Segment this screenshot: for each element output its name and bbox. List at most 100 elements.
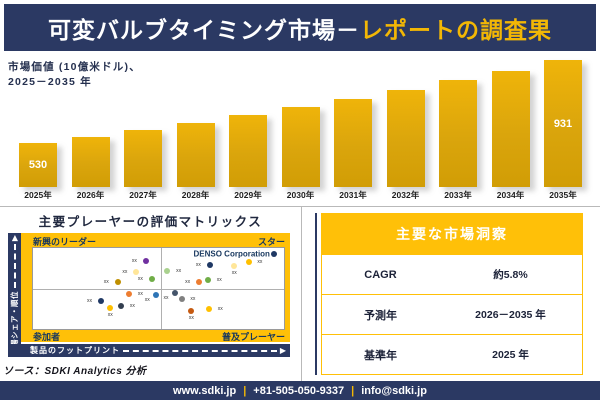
scatter-dot-label: xx <box>217 306 223 313</box>
bar-value-label: 931 <box>553 117 573 130</box>
quadrant-label-stars: スター <box>257 237 285 247</box>
insights-row-label: CAGR <box>364 268 397 281</box>
scatter-dot <box>245 258 252 265</box>
matrix-x-axis: 製品のフットプリント ▶ <box>8 344 290 357</box>
section-divider-vertical <box>301 206 302 381</box>
scatter-dot-label: xx <box>107 312 113 319</box>
x-tick-label: 2027年 <box>129 190 157 200</box>
bar-2025年: 530 <box>19 143 57 187</box>
scatter-dot <box>152 291 159 298</box>
matrix-y-axis-bar <box>8 233 21 357</box>
scatter-dot <box>205 306 212 313</box>
insights-panel: 主要な市場洞察 CAGR 約5.8% 予測年 2026－2035 年 基準年 2… <box>321 213 583 375</box>
scatter-dot-label: xx <box>188 315 194 322</box>
scatter-dot-label: xx <box>163 295 169 302</box>
quadrant-label-emerging-leaders: 新興のリーダー <box>33 237 97 247</box>
scatter-dot <box>126 291 133 298</box>
title-banner: 可変バルブタイミング市場－レポートの調査果 <box>4 4 596 51</box>
bar-2028年 <box>176 123 215 187</box>
scatter-dot-label: xx <box>137 291 143 298</box>
x-tick-label: 2030年 <box>286 190 315 200</box>
x-tick-label: 2031年 <box>339 190 367 200</box>
scatter-dot <box>204 277 211 284</box>
matrix-y-axis: 市場シェア・順位 ▶ <box>8 233 21 357</box>
scatter-dot-label: xx <box>86 297 92 304</box>
bar-2035年: 931 <box>544 60 582 187</box>
x-tick-label: 2033年 <box>444 190 472 200</box>
insights-row-base-year: 基準年 2025 年 <box>322 334 582 374</box>
x-tick-label: 2029年 <box>234 190 262 200</box>
bar-2032年 <box>386 90 425 187</box>
scatter-dot-label: xx <box>144 297 150 304</box>
bar-2027年 <box>124 130 162 187</box>
page-title-main: 可変バルブタイミング市場－ <box>48 16 360 43</box>
scatter-dot-label: xx <box>122 269 128 276</box>
bar-value-label: 530 <box>28 159 48 171</box>
matrix-x-axis-label: 製品のフットプリント <box>30 346 120 355</box>
chart-axis-caption: 市場価値 (10億米ドル)、 2025－2035 年 <box>8 60 141 90</box>
scatter-dot <box>118 302 125 309</box>
quadrant-divider-horizontal <box>33 289 284 291</box>
scatter-dot-label: xx <box>257 258 263 265</box>
insights-row-label: 基準年 <box>364 349 397 362</box>
x-axis-arrow-icon: ▶ <box>279 345 286 355</box>
x-tick-label: 2032年 <box>391 190 420 200</box>
bar-chart: 530 931 <box>0 52 600 187</box>
scatter-company-label: DENSO Corporation <box>193 249 270 259</box>
footer-separator: | <box>243 384 247 397</box>
scatter-dot-label: xx <box>185 278 191 285</box>
quadrant-label-pervasive-players: 普及プレーヤー <box>221 332 285 342</box>
insights-panel-accent-line <box>315 213 317 375</box>
insights-panel-title: 主要な市場洞察 <box>322 214 582 254</box>
scatter-dot <box>114 279 121 286</box>
scatter-dot <box>188 308 195 315</box>
x-tick-label: 2034年 <box>496 190 525 200</box>
scatter-dot-label: xx <box>129 302 135 309</box>
insights-row-value: 2025 年 <box>492 349 529 361</box>
scatter-dot-label: xx <box>103 279 109 286</box>
scatter-dot <box>231 262 238 269</box>
scatter-dot-label: xx <box>137 276 143 283</box>
scatter-dot-label: xx <box>216 277 222 284</box>
footer-separator: | <box>351 384 355 397</box>
source-note: ソース：SDKI Analytics 分析 <box>3 366 147 377</box>
chart-axis-caption-line2: 2025－2035 年 <box>8 76 92 89</box>
scatter-dot <box>270 250 277 257</box>
scatter-dot-label: xx <box>231 270 237 277</box>
scatter-dot <box>142 258 149 265</box>
quadrant-label-participants: 参加者 <box>33 332 61 342</box>
scatter-dot <box>133 269 140 276</box>
insights-row-forecast-years: 予測年 2026－2035 年 <box>322 294 582 334</box>
scatter-dot <box>97 297 104 304</box>
footer-email: info@sdki.jp <box>361 384 427 397</box>
scatter-dot <box>178 296 185 303</box>
insights-row-value: 約5.8% <box>493 269 528 281</box>
scatter-dot-label: xx <box>195 261 201 268</box>
bar-chart-x-axis: 2025年 2026年 2027年 2028年 2029年 2030年 2031年 2032年… <box>0 189 600 203</box>
chart-axis-caption-line1: 市場価値 (10億米ドル)、 <box>8 61 141 73</box>
insights-row-value: 2026－2035 年 <box>475 309 546 321</box>
bar-2029年 <box>229 115 267 187</box>
bar-2031年 <box>334 99 372 187</box>
page-title: 可変バルブタイミング市場－レポートの調査果 <box>48 11 552 45</box>
bar-2030年 <box>281 107 320 187</box>
y-axis-arrow-icon: ▶ <box>9 235 19 242</box>
y-axis-dashed-line <box>13 244 16 288</box>
quadrant-divider-vertical <box>161 248 162 329</box>
footer-website: www.sdki.jp <box>173 384 237 397</box>
scatter-dot <box>171 289 178 296</box>
section-divider-horizontal <box>0 206 600 207</box>
x-tick-label: 2035年 <box>549 190 577 200</box>
x-axis-dashed-line <box>123 349 277 352</box>
x-tick-label: 2026年 <box>76 190 105 200</box>
footer-phone: +81-505-050-9337 <box>253 384 345 397</box>
scatter-dot <box>107 304 114 311</box>
scatter-dot <box>195 278 202 285</box>
matrix-scatter-plot: xx xx xx xx xx xx xx xx xx DENSO Corporation xx xx x… <box>32 247 285 330</box>
x-tick-label: 2028年 <box>181 190 210 200</box>
scatter-dot-label: xx <box>176 268 182 275</box>
page-title-accent: レポートの調査果 <box>360 16 552 43</box>
scatter-dot-label: xx <box>131 258 137 265</box>
scatter-dot <box>148 276 155 283</box>
